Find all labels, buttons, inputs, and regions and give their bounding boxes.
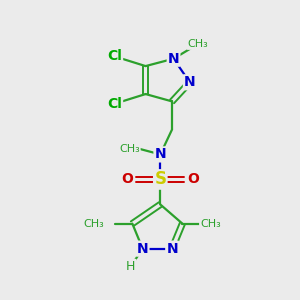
Text: N: N [154,147,166,161]
Text: N: N [166,242,178,256]
Text: Cl: Cl [107,98,122,111]
Text: S: S [154,170,166,188]
Text: CH₃: CH₃ [119,143,140,154]
Text: CH₃: CH₃ [84,219,104,229]
Text: O: O [187,172,199,186]
Text: N: N [168,52,179,66]
Text: H: H [126,260,136,273]
Text: N: N [137,242,148,256]
Text: N: N [184,75,196,89]
Text: O: O [122,172,133,186]
Text: CH₃: CH₃ [188,39,208,49]
Text: Cl: Cl [107,49,122,63]
Text: CH₃: CH₃ [200,219,221,229]
